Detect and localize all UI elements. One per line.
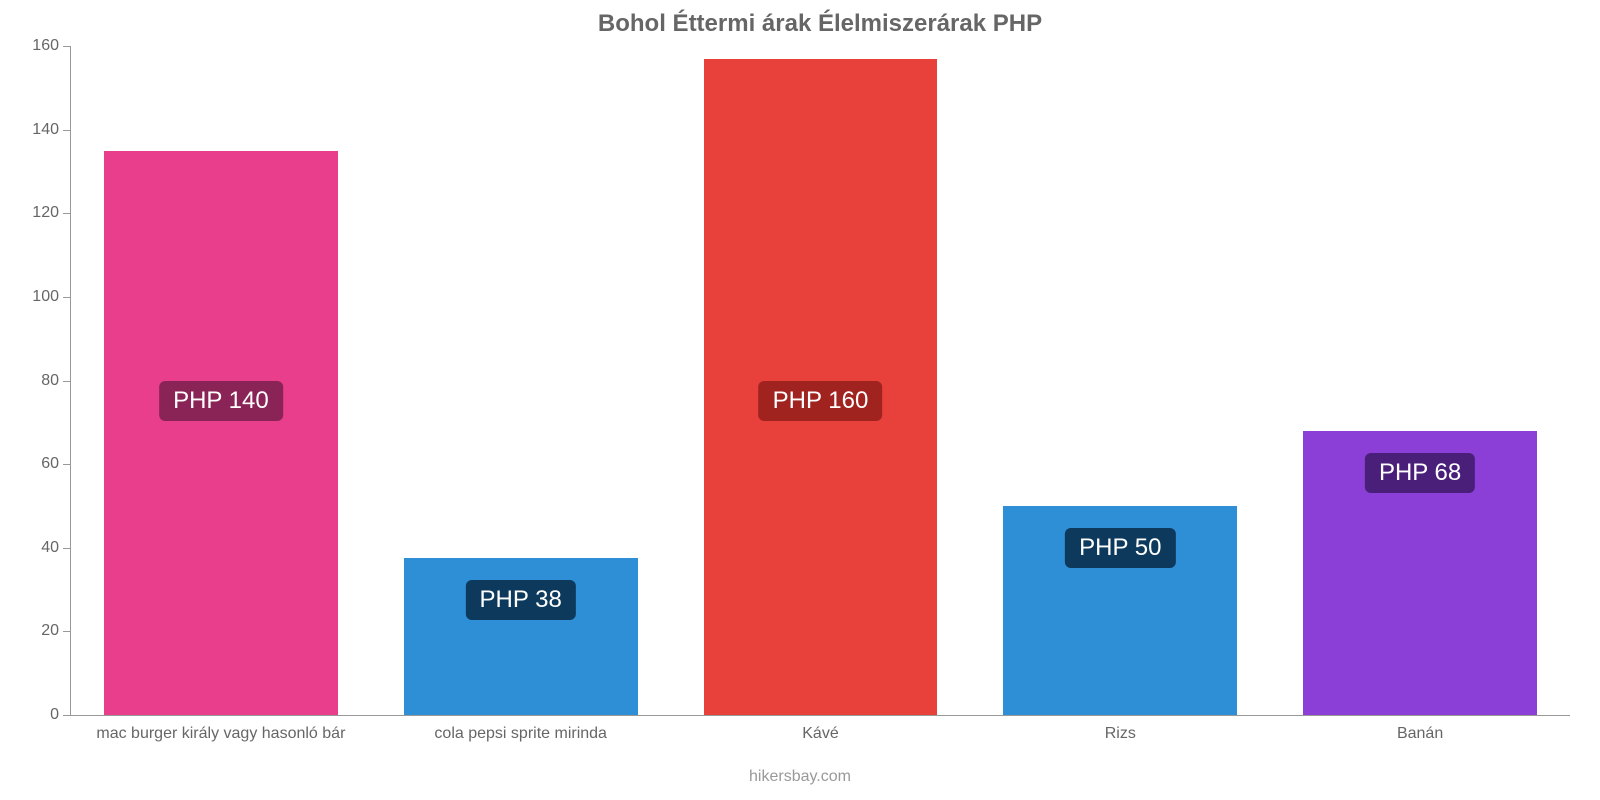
bar-slot: PHP 38cola pepsi sprite mirinda xyxy=(371,46,671,715)
plot-area: PHP 140mac burger király vagy hasonló bá… xyxy=(70,46,1570,716)
y-tick-label: 80 xyxy=(41,372,71,390)
bar-slot: PHP 50Rizs xyxy=(970,46,1270,715)
bar: PHP 38 xyxy=(404,558,638,715)
bar: PHP 160 xyxy=(704,59,938,715)
bar-slot: PHP 160Kávé xyxy=(671,46,971,715)
value-badge: PHP 38 xyxy=(466,580,576,620)
bar: PHP 68 xyxy=(1303,431,1537,715)
y-tick-label: 100 xyxy=(32,288,71,306)
y-tick-label: 140 xyxy=(32,121,71,139)
bar-slot: PHP 140mac burger király vagy hasonló bá… xyxy=(71,46,371,715)
bar: PHP 50 xyxy=(1003,506,1237,715)
y-tick-label: 120 xyxy=(32,204,71,222)
value-badge: PHP 50 xyxy=(1065,528,1175,568)
x-category-label: Kávé xyxy=(802,715,838,743)
x-category-label: Rizs xyxy=(1105,715,1136,743)
footer-credit: hikersbay.com xyxy=(0,768,1600,786)
y-tick-label: 60 xyxy=(41,455,71,473)
chart-container: Bohol Éttermi árak Élelmiszerárak PHP PH… xyxy=(0,0,1600,800)
y-tick-label: 20 xyxy=(41,622,71,640)
x-category-label: cola pepsi sprite mirinda xyxy=(434,715,607,743)
x-category-label: mac burger király vagy hasonló bár xyxy=(96,715,345,743)
value-badge: PHP 160 xyxy=(759,381,883,421)
y-tick-label: 0 xyxy=(50,706,71,724)
y-tick-label: 160 xyxy=(32,37,71,55)
value-badge: PHP 68 xyxy=(1365,453,1475,493)
bars-row: PHP 140mac burger király vagy hasonló bá… xyxy=(71,46,1570,715)
bar: PHP 140 xyxy=(104,151,338,715)
x-category-label: Banán xyxy=(1397,715,1443,743)
bar-slot: PHP 68Banán xyxy=(1270,46,1570,715)
value-badge: PHP 140 xyxy=(159,381,283,421)
y-tick-label: 40 xyxy=(41,539,71,557)
chart-title: Bohol Éttermi árak Élelmiszerárak PHP xyxy=(70,10,1570,38)
